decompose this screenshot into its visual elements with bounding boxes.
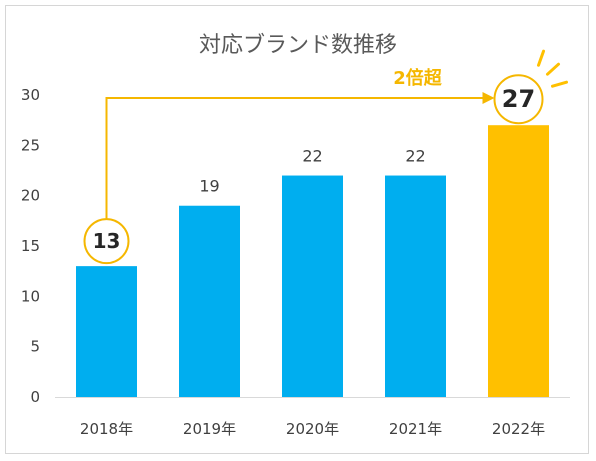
y-tick-label: 10 — [21, 287, 40, 305]
chart-title: 対応ブランド数推移 — [199, 33, 397, 58]
y-tick-label: 20 — [21, 187, 40, 205]
bar-2019年 — [179, 205, 240, 397]
bar-2022年 — [488, 125, 549, 397]
growth-label: 2倍超 — [393, 67, 443, 89]
category-label: 2018年 — [80, 420, 133, 438]
category-label: 2022年 — [492, 420, 545, 438]
y-tick-label: 25 — [21, 136, 40, 154]
x-axis: 2018年 2019年 2020年 2021年 2022年 — [80, 420, 545, 438]
value-label: 19 — [199, 177, 219, 196]
bar-2018年 — [76, 266, 137, 397]
start-value-label: 13 — [93, 229, 121, 253]
category-label: 2020年 — [286, 420, 339, 438]
sparkle-ray — [551, 80, 568, 88]
sparkle-ray — [537, 49, 545, 67]
value-label: 22 — [302, 147, 322, 166]
end-value-circle — [493, 74, 544, 125]
y-tick-label: 0 — [30, 388, 40, 406]
bar-2020年 — [282, 175, 343, 397]
start-value-circle — [83, 218, 130, 265]
growth-arrowhead — [482, 92, 495, 104]
category-label: 2021年 — [389, 420, 442, 438]
bar-2021年 — [385, 175, 446, 397]
category-label: 2019年 — [183, 420, 236, 438]
y-tick-label: 5 — [30, 338, 40, 356]
growth-annotation: 2倍超 13 27 — [83, 49, 568, 265]
sparkle-ray — [546, 62, 560, 76]
bars — [76, 125, 549, 397]
y-axis: 0 5 10 15 20 25 30 — [21, 86, 570, 406]
value-label: 22 — [405, 147, 425, 166]
value-labels: 19 22 22 — [199, 147, 425, 196]
y-tick-label: 30 — [21, 86, 40, 104]
y-tick-label: 15 — [21, 237, 40, 255]
growth-arrow-line — [105, 97, 483, 220]
end-value-label: 27 — [502, 85, 535, 113]
